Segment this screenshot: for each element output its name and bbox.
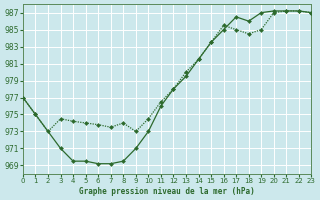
X-axis label: Graphe pression niveau de la mer (hPa): Graphe pression niveau de la mer (hPa): [79, 187, 255, 196]
